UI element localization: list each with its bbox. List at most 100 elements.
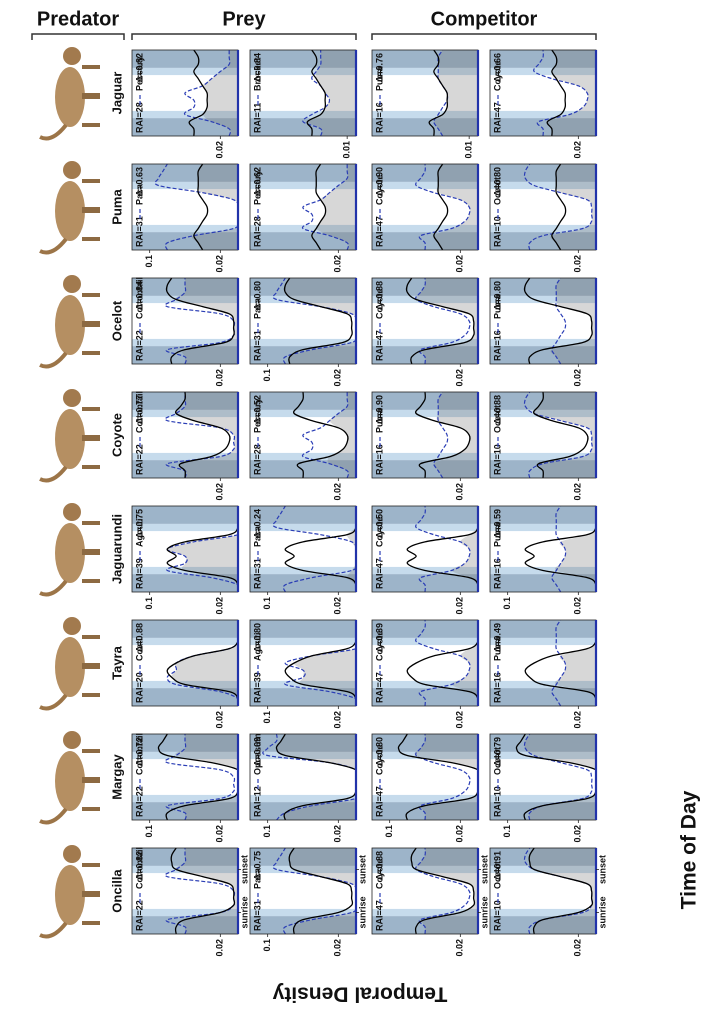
panel (250, 848, 356, 934)
night-band (132, 460, 238, 478)
other-species-line (262, 734, 356, 820)
panel (372, 278, 478, 364)
overlap-area (294, 620, 356, 706)
y-tick-label: 0.02 (455, 939, 465, 957)
predator-line (283, 278, 353, 364)
animal-head (63, 845, 81, 863)
header-competitor: Competitor (431, 8, 538, 30)
panel (132, 620, 238, 706)
panel (372, 506, 478, 592)
panel (132, 278, 238, 364)
predator-line (293, 392, 349, 478)
animal-head (63, 275, 81, 293)
night-band (490, 278, 596, 296)
legend-label: Cottontail (134, 733, 144, 775)
other-species-line (433, 392, 449, 478)
legend-label: Cottontail (134, 391, 144, 433)
twilight-band (250, 67, 356, 76)
other-species-line (301, 164, 350, 250)
legend-label: Ocelot (492, 861, 502, 889)
twilight-band (250, 181, 356, 190)
night-band (250, 506, 356, 524)
legend-label: Agouti (134, 519, 144, 548)
twilight-band (372, 794, 478, 803)
panel (250, 620, 356, 706)
twilight-band (250, 751, 356, 760)
animal-tail (39, 237, 68, 255)
legend-label: Ocelot (492, 747, 502, 775)
predator-line (311, 164, 327, 250)
y-tick-label: 0.02 (573, 483, 583, 501)
overlap-area (451, 506, 478, 592)
night-band (490, 506, 596, 524)
night-band (132, 50, 238, 68)
delta-label: Δ=0.88 (374, 281, 384, 310)
twilight-band (132, 523, 238, 532)
x-tick-label: sunrise (357, 896, 367, 928)
rai-label: RAI=31 (134, 216, 144, 247)
y-tick-label: 0.02 (573, 141, 583, 159)
night-band (372, 392, 478, 410)
legend-label: Coyote (492, 60, 502, 91)
night-band (250, 392, 356, 410)
x-tick-label: sunset (357, 855, 367, 884)
twilight-band (132, 794, 238, 803)
y-tick-label: 0.1 (262, 939, 272, 952)
panel (250, 164, 356, 250)
night-band (372, 346, 478, 364)
twilight-band (490, 794, 596, 803)
legend-label: Puma (374, 407, 384, 433)
predator-line (433, 164, 449, 250)
night-band (372, 802, 478, 820)
twilight-band (132, 637, 238, 646)
predator-line (415, 392, 471, 478)
y-tick-label: 0.02 (455, 825, 465, 843)
y-tick-label: 0.1 (144, 597, 154, 610)
animal-image (39, 389, 100, 483)
delta-label: Δ=0.59 (492, 509, 502, 538)
animal-head (63, 503, 81, 521)
panel (132, 734, 238, 820)
night-band (250, 164, 356, 182)
other-species-line (523, 392, 593, 478)
night-band (490, 232, 596, 250)
rai-label: RAI=10 (492, 444, 502, 475)
twilight-band (132, 338, 238, 347)
y-tick-label: 0.02 (215, 369, 225, 387)
twilight-band (250, 523, 356, 532)
night-band (490, 620, 596, 638)
rai-label: RAI=22 (134, 330, 144, 361)
x-axis-label: Time of Day (678, 790, 701, 909)
night-band (250, 688, 356, 706)
night-band (250, 50, 356, 68)
night-band (132, 392, 238, 410)
rai-label: RAI=16 (492, 558, 502, 589)
delta-label: Δ=0.66 (492, 53, 502, 82)
twilight-band (490, 295, 596, 304)
legend-label: Peccary (252, 170, 262, 205)
legend-label: Paca (252, 525, 262, 547)
y-tick-label: 0.1 (262, 825, 272, 838)
rai-label: RAI=28 (252, 444, 262, 475)
y-tick-label: 0.02 (333, 255, 343, 273)
rai-label: RAI=10 (492, 216, 502, 247)
legend-label: Cottontail (134, 847, 144, 889)
bracket (371, 33, 597, 40)
night-band (490, 916, 596, 934)
overlap-area (546, 50, 596, 136)
animal-image (39, 845, 100, 939)
header-predator: Predator (37, 8, 119, 30)
overlap-area (175, 734, 238, 820)
legend-label: Puma (374, 65, 384, 91)
delta-label: Δ=0.52 (252, 395, 262, 424)
y-tick-label: 0.02 (333, 597, 343, 615)
y-tick-label: 0.02 (215, 483, 225, 501)
y-tick-label: 0.02 (333, 825, 343, 843)
panel (372, 734, 478, 820)
other-species-line (415, 620, 471, 706)
legend-label: Agouti (252, 633, 262, 662)
animal-image (39, 617, 100, 711)
rai-label: RAI=31 (252, 900, 262, 931)
predator-line (405, 278, 475, 364)
